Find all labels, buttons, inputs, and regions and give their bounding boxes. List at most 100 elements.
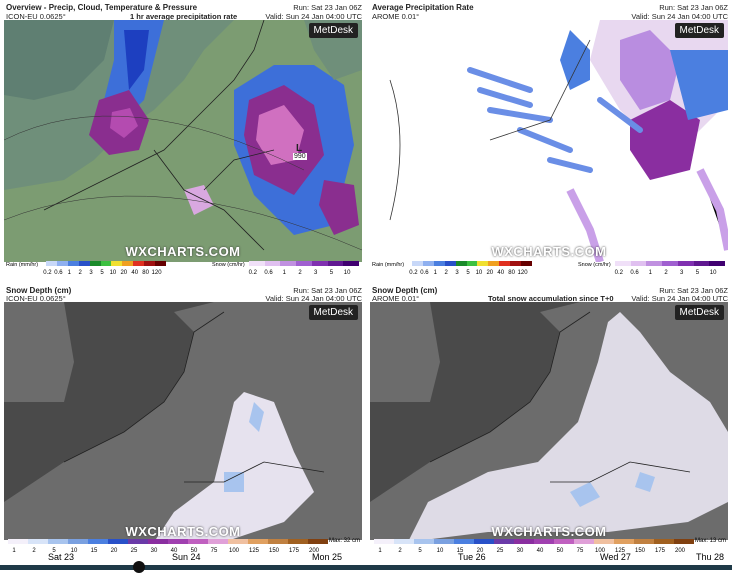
watermark: WXCHARTS.COM bbox=[125, 524, 241, 539]
legend-tick-label: 0.6 bbox=[420, 270, 429, 276]
legend-swatch bbox=[155, 261, 166, 266]
legend-swatch bbox=[67, 261, 79, 266]
watermark: WXCHARTS.COM bbox=[491, 524, 607, 539]
legend-swatch bbox=[327, 261, 344, 266]
pressure-value: 990 bbox=[293, 153, 307, 160]
legend-swatch bbox=[674, 539, 694, 544]
model: ICON-EU 0.0625° bbox=[6, 12, 66, 21]
legend-swatch bbox=[133, 261, 145, 266]
legend-tick-label: 0.2 bbox=[409, 270, 418, 276]
valid: Valid: Sun 24 Jan 04:00 UTC bbox=[631, 294, 728, 303]
watermark: WXCHARTS.COM bbox=[125, 244, 241, 259]
subtitle: Total snow accumulation since T+0 bbox=[488, 294, 614, 303]
legend-tick-label: 0.6 bbox=[264, 270, 273, 276]
legend-tick-label: 80 bbox=[508, 270, 515, 276]
legend-tick-label: 120 bbox=[517, 270, 528, 276]
legend-swatch bbox=[634, 539, 654, 544]
timeline-bar[interactable] bbox=[0, 565, 732, 570]
legend-label: Rain (mm/hr) bbox=[6, 262, 39, 268]
legend-tick-label: 30 bbox=[516, 548, 524, 554]
timeline-day[interactable]: Sat 23 bbox=[48, 552, 75, 562]
legend-tick-label: 150 bbox=[268, 548, 279, 554]
legend-swatch bbox=[454, 539, 474, 544]
legend-swatch bbox=[646, 261, 663, 266]
panel-title: Snow Depth (cm) bbox=[6, 286, 72, 295]
panel: Average Precipitation Rate AROME 0.01° R… bbox=[370, 0, 728, 282]
legend-swatch bbox=[444, 261, 456, 266]
legend-tick-label: 5 bbox=[100, 270, 104, 276]
legend: 1 2 5 10 15 20 25 30 40 50 75 100 125 150 175 200 Max: 1… bbox=[370, 538, 728, 558]
legend-max: Max: 32 cm bbox=[328, 538, 360, 544]
legend-tick-label: 100 bbox=[594, 548, 605, 554]
legend-tick-label: 2 bbox=[298, 270, 302, 276]
legend-swatch bbox=[630, 261, 647, 266]
legend-tick-label: 0.2 bbox=[614, 270, 624, 276]
timeline-day[interactable]: Sun 24 bbox=[172, 552, 201, 562]
legend-tick-label: 75 bbox=[576, 548, 584, 554]
legend-swatch bbox=[268, 539, 288, 544]
legend-max: Max: 13 cm bbox=[694, 538, 726, 544]
legend-swatch bbox=[510, 261, 522, 266]
legend-swatch bbox=[534, 539, 554, 544]
legend-tick-label: 80 bbox=[142, 270, 149, 276]
timeline-day[interactable]: Wed 27 bbox=[600, 552, 631, 562]
legend-tick-label: 10 bbox=[70, 548, 78, 554]
legend-swatch bbox=[574, 539, 594, 544]
legend-tick-label: 25 bbox=[496, 548, 504, 554]
legend-swatch bbox=[654, 539, 674, 544]
legend-tick-label: 40 bbox=[497, 270, 505, 276]
legend-tick-label: 50 bbox=[556, 548, 564, 554]
timeline-day[interactable]: Tue 26 bbox=[458, 552, 486, 562]
legend-tick-label: 5 bbox=[329, 270, 334, 276]
legend-tick-label: 75 bbox=[210, 548, 218, 554]
legend-swatch bbox=[68, 539, 88, 544]
timeline-handle[interactable] bbox=[133, 561, 145, 573]
legend-tick-label: 3 bbox=[680, 270, 684, 276]
legend-tick-label: 0.2 bbox=[248, 270, 258, 276]
legend-tick-label: 10 bbox=[109, 270, 117, 276]
legend-tick-label: 3 bbox=[455, 270, 459, 276]
model: AROME 0.01° bbox=[372, 294, 420, 303]
legend-swatch bbox=[514, 539, 534, 544]
legend-swatch bbox=[280, 261, 297, 266]
subtitle: 1 hr average precipitation rate bbox=[130, 12, 238, 21]
legend-swatch bbox=[228, 539, 248, 544]
legend-tick-label: 1 bbox=[378, 548, 382, 554]
legend-swatch bbox=[122, 261, 134, 266]
legend-tick-label: 125 bbox=[248, 548, 259, 554]
legend-tick-label: 20 bbox=[110, 548, 118, 554]
map bbox=[4, 302, 362, 540]
legend-swatch bbox=[662, 261, 678, 266]
legend-swatch bbox=[455, 261, 467, 266]
legend-swatch bbox=[474, 539, 494, 544]
timeline[interactable]: Sat 23 Sun 24 Mon 25 Tue 26 Wed 27 Thu 28 bbox=[0, 552, 732, 574]
legend-tick-label: 0.6 bbox=[54, 270, 63, 276]
legend-swatch bbox=[208, 539, 228, 544]
legend-swatch bbox=[343, 261, 359, 266]
legend-tick-label: 175 bbox=[288, 548, 299, 554]
timeline-day[interactable]: Thu 28 bbox=[696, 552, 725, 562]
logo: MetDesk bbox=[308, 305, 358, 320]
panel: Overview - Precip, Cloud, Temperature & … bbox=[4, 0, 362, 282]
timeline-day[interactable]: Mon 25 bbox=[312, 552, 343, 562]
legend-tick-label: 40 bbox=[536, 548, 544, 554]
legend-tick-label: 25 bbox=[130, 548, 138, 554]
run: Run: Sat 23 Jan 06Z bbox=[659, 286, 728, 295]
legend-tick-label: 20 bbox=[476, 548, 484, 554]
legend-tick-label: 30 bbox=[150, 548, 158, 554]
panel-title: Average Precipitation Rate bbox=[372, 3, 474, 12]
legend-tick-label: 5 bbox=[466, 270, 470, 276]
model: ICON-EU 0.0625° bbox=[6, 294, 66, 303]
legend-swatch bbox=[111, 261, 123, 266]
logo: MetDesk bbox=[674, 23, 724, 38]
legend-tick-label: 2 bbox=[664, 270, 668, 276]
legend-tick-label: 2 bbox=[444, 270, 448, 276]
legend-tick-label: 15 bbox=[90, 548, 98, 554]
legend-swatch bbox=[374, 539, 394, 544]
legend-swatch bbox=[248, 539, 268, 544]
legend-swatch bbox=[477, 261, 489, 266]
legend-swatch bbox=[615, 261, 631, 266]
legend-tick-label: 10 bbox=[343, 270, 351, 276]
legend-tick-label: 3 bbox=[89, 270, 93, 276]
